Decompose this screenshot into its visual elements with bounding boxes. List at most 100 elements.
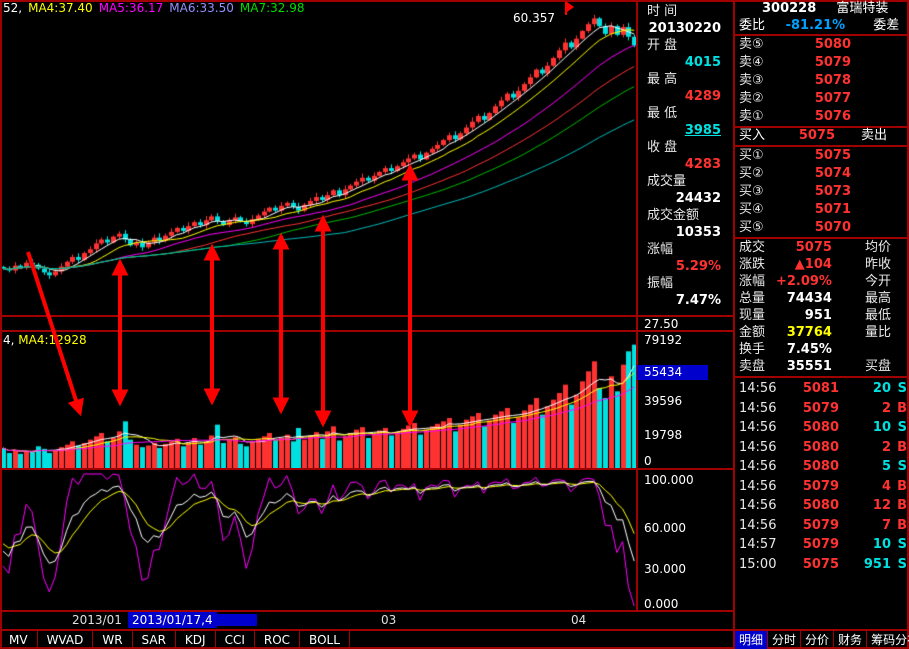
stats-row: 金额 37764 量比 bbox=[735, 324, 909, 341]
indicator-tab-wvad[interactable]: WVAD bbox=[38, 631, 94, 649]
divider bbox=[735, 376, 909, 378]
info-panel: 时 间 20130220 开 盘 4015 最 高 4289 最 低 3985 收 盘 4283 成… bbox=[637, 0, 733, 309]
tick-volume: 4 bbox=[881, 478, 891, 494]
tick-volume: 2 bbox=[881, 400, 891, 416]
tick-row: 14:56 5079 7 B bbox=[735, 516, 909, 536]
tick-price: 5079 bbox=[802, 517, 839, 533]
stats-label: 现量 bbox=[739, 308, 766, 323]
tick-direction: S bbox=[897, 556, 907, 572]
stats-value: 35551 bbox=[786, 359, 832, 374]
tick-list[interactable]: 14:56 5081 20 S 14:56 5079 2 B 14:56 5080 10 S 14:56… bbox=[735, 379, 909, 574]
info-value: 4015 bbox=[684, 55, 721, 70]
tick-row: 14:56 5080 2 B bbox=[735, 438, 909, 458]
indicator-prefix: 52, bbox=[3, 1, 23, 15]
buy-row-label: 买⑤ bbox=[739, 220, 764, 235]
buy-row-price[interactable]: 5073 bbox=[814, 184, 851, 199]
sell-row-price[interactable]: 5077 bbox=[814, 91, 851, 106]
indicator-tab-boll[interactable]: BOLL bbox=[300, 631, 350, 649]
info-value: 20130220 bbox=[648, 21, 721, 36]
weibi-row: 委比 -81.21% 委差 bbox=[735, 17, 909, 34]
tick-volume: 10 bbox=[872, 420, 891, 435]
tick-row: 14:56 5080 12 B bbox=[735, 496, 909, 516]
frame-border-left bbox=[0, 0, 2, 649]
volume-indicator-prefix: 4, bbox=[3, 333, 15, 347]
buy-row: 买④ 5071 bbox=[735, 201, 909, 219]
sell-row-price[interactable]: 5080 bbox=[814, 37, 851, 52]
stats-row: 涨幅 +2.09% 今开 bbox=[735, 273, 909, 290]
buy-row-price[interactable]: 5071 bbox=[814, 202, 851, 217]
info-label: 收 盘 bbox=[647, 140, 678, 155]
tick-direction: S bbox=[897, 459, 907, 474]
tick-row: 14:56 5081 20 S bbox=[735, 379, 909, 399]
stats-right-label: 量比 bbox=[864, 325, 891, 340]
price-chart-canvas[interactable] bbox=[0, 0, 637, 316]
oscillator-axis-label: 0.000 bbox=[644, 597, 679, 611]
stats-row: 成交 5075 均价 bbox=[735, 239, 909, 256]
view-tab-bar: 明细分时分价财务筹码分布 bbox=[735, 631, 909, 649]
price-axis-bottom-label: 27.50 bbox=[644, 317, 679, 331]
buy-row: 买② 5074 bbox=[735, 165, 909, 183]
tick-time: 14:56 bbox=[739, 420, 777, 435]
weibi-label: 委比 bbox=[739, 18, 766, 33]
sell-out-label[interactable]: 卖出 bbox=[861, 128, 888, 143]
sell-row-price[interactable]: 5076 bbox=[814, 109, 851, 124]
indicator-tab-sar[interactable]: SAR bbox=[133, 631, 176, 649]
info-label: 成交量 bbox=[647, 174, 687, 189]
frame-border-right bbox=[907, 0, 909, 649]
tick-volume: 10 bbox=[872, 537, 891, 552]
indicator-tab-roc[interactable]: ROC bbox=[255, 631, 301, 649]
oscillator-chart-canvas[interactable] bbox=[0, 470, 637, 610]
tick-price: 5080 bbox=[802, 420, 839, 435]
tick-price: 5079 bbox=[802, 400, 839, 416]
stats-row: 换手 7.45% bbox=[735, 341, 909, 358]
ma-label: MA5:36.17 bbox=[98, 1, 164, 15]
tick-time: 15:00 bbox=[739, 556, 777, 572]
divider bbox=[735, 126, 909, 128]
buy-row: 买⑤ 5070 bbox=[735, 219, 909, 237]
sell-row-label: 卖⑤ bbox=[739, 37, 764, 52]
volume-chart-canvas[interactable] bbox=[0, 332, 637, 468]
sell-row-label: 卖④ bbox=[739, 55, 764, 70]
indicator-tab-cci[interactable]: CCI bbox=[216, 631, 255, 649]
sell-queue: 卖⑤ 5080 卖④ 5079 卖③ 5078 卖② 5077 卖① 5076 bbox=[735, 36, 909, 126]
stats-label: 卖盘 bbox=[739, 359, 766, 374]
stats-right-label: 最低 bbox=[864, 308, 891, 323]
buy-row-price[interactable]: 5070 bbox=[814, 220, 851, 235]
tick-volume: 5 bbox=[881, 459, 891, 474]
buy-row-label: 买① bbox=[739, 148, 764, 163]
stats-row: 卖盘 35551 买盘 bbox=[735, 358, 909, 375]
stats-label: 换手 bbox=[739, 342, 766, 357]
tick-direction: B bbox=[897, 400, 907, 416]
view-tab-3[interactable]: 财务 bbox=[834, 631, 868, 649]
buy-queue: 买① 5075 买② 5074 买③ 5073 买④ 5071 买⑤ 5070 bbox=[735, 147, 909, 237]
buy-row-price[interactable]: 5075 bbox=[814, 148, 851, 163]
ma-indicator-header: 52, MA4:37.40 MA5:36.17 MA6:33.50 MA7:32.98 bbox=[3, 1, 316, 15]
ma-labels: MA4:37.40 MA5:36.17 MA6:33.50 MA7:32.98 bbox=[28, 1, 310, 15]
view-tab-0[interactable]: 明细 bbox=[735, 631, 769, 649]
tick-price: 5079 bbox=[802, 537, 839, 552]
tick-time: 14:57 bbox=[739, 537, 777, 552]
view-tab-4[interactable]: 筹码分布 bbox=[867, 631, 909, 649]
view-tab-2[interactable]: 分价 bbox=[801, 631, 835, 649]
view-tab-1[interactable]: 分时 bbox=[768, 631, 802, 649]
stats-row: 总量 74434 最高 bbox=[735, 290, 909, 307]
sell-row-price[interactable]: 5078 bbox=[814, 73, 851, 88]
sell-row-price[interactable]: 5079 bbox=[814, 55, 851, 70]
info-value: 7.47% bbox=[675, 293, 721, 308]
buy-in-label[interactable]: 买入 bbox=[739, 128, 766, 143]
buy-row-label: 买③ bbox=[739, 184, 764, 199]
sell-row: 卖② 5077 bbox=[735, 90, 909, 108]
stock-code: 300228 bbox=[762, 1, 817, 16]
info-value: 3985 bbox=[684, 123, 721, 138]
stats-value: 37764 bbox=[786, 325, 832, 340]
stats-right-label: 昨收 bbox=[864, 257, 891, 272]
tick-row: 14:56 5080 10 S bbox=[735, 418, 909, 438]
indicator-tab-kdj[interactable]: KDJ bbox=[176, 631, 216, 649]
tick-price: 5075 bbox=[802, 556, 839, 572]
volume-axis-label: 0 bbox=[644, 454, 652, 468]
indicator-tab-mv[interactable]: MV bbox=[0, 631, 38, 649]
buy-row-price[interactable]: 5074 bbox=[814, 166, 851, 181]
indicator-tab-wr[interactable]: WR bbox=[93, 631, 133, 649]
tick-price: 5080 bbox=[802, 498, 839, 513]
stats-value: 7.45% bbox=[786, 342, 832, 357]
